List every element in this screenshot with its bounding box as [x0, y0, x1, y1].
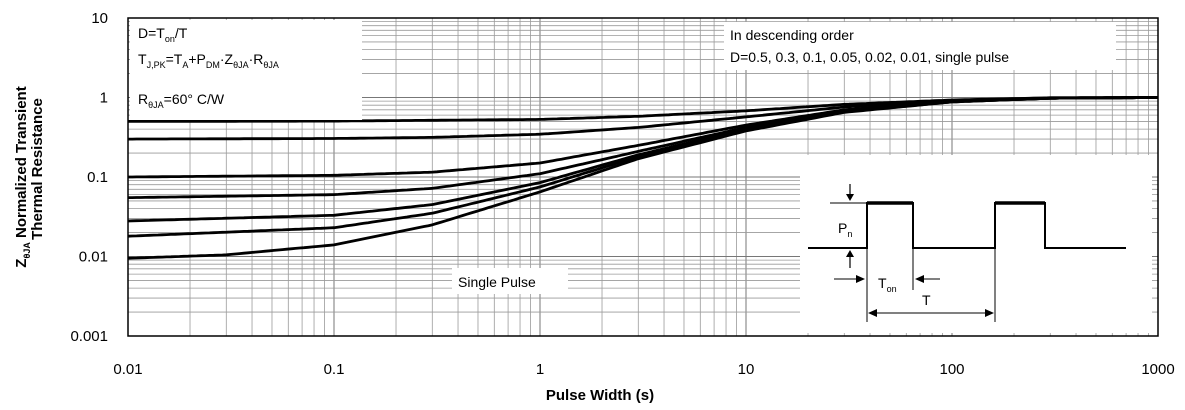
pulse-waveform: [808, 202, 1126, 249]
x-tick-label: 10: [738, 361, 755, 378]
x-axis-label: Pulse Width (s): [546, 387, 654, 404]
x-tick-label: 1: [536, 361, 544, 378]
x-tick-label: 100: [939, 361, 964, 378]
x-tick-label: 0.1: [324, 361, 345, 378]
formula-rth: RθJA=60° C/W: [138, 91, 225, 110]
inset-period-label: T: [922, 292, 931, 308]
x-tick-label: 0.01: [113, 361, 142, 378]
y-tick-label: 0.1: [87, 169, 108, 186]
y-tick-label: 10: [91, 10, 108, 27]
y-tick-label: 1: [100, 90, 108, 107]
order-note: In descending order D=0.5, 0.3, 0.1, 0.0…: [724, 22, 1116, 70]
order-note-line2: D=0.5, 0.3, 0.1, 0.05, 0.02, 0.01, singl…: [730, 49, 1009, 65]
inset-pn-label: Pn: [838, 220, 852, 239]
order-note-line1: In descending order: [730, 27, 854, 43]
x-tick-labels: 0.01 0.1 1 10 100 1000: [113, 361, 1174, 378]
formula-tj: TJ,PK=TA+PDM·ZθJA·RθJA: [138, 51, 279, 70]
svg-text:ZθJA Normalized Transient: ZθJA Normalized Transient: [13, 86, 32, 267]
y-tick-label: 0.001: [70, 328, 108, 345]
series-line-single-pulse: [127, 96, 1158, 260]
single-pulse-label: Single Pulse: [452, 268, 568, 294]
y-axis-label: ZθJA Normalized Transient Thermal Resist…: [13, 86, 46, 267]
y-axis-symbol: Z: [13, 259, 30, 268]
y-axis-label-line2: Thermal Resistance: [29, 98, 46, 240]
plot-frame: [127, 17, 1159, 337]
formula-box: D=Ton/T TJ,PK=TA+PDM·ZθJA·RθJA RθJA=60° …: [130, 20, 362, 120]
series-layer: [127, 96, 1158, 260]
y-tick-label: 0.01: [79, 249, 108, 266]
formula-duty: D=Ton/T: [138, 25, 188, 44]
svg-text:Single Pulse: Single Pulse: [458, 274, 536, 290]
inset-ton-label: Ton: [878, 275, 897, 294]
x-tick-label: 1000: [1141, 361, 1174, 378]
y-axis-symbol-sub: θJA: [22, 242, 32, 259]
y-axis-label-line1: Normalized Transient: [13, 86, 30, 238]
y-tick-labels: 0.001 0.01 0.1 1 10: [70, 10, 108, 345]
pulse-inset: Pn Ton T: [800, 155, 1152, 333]
